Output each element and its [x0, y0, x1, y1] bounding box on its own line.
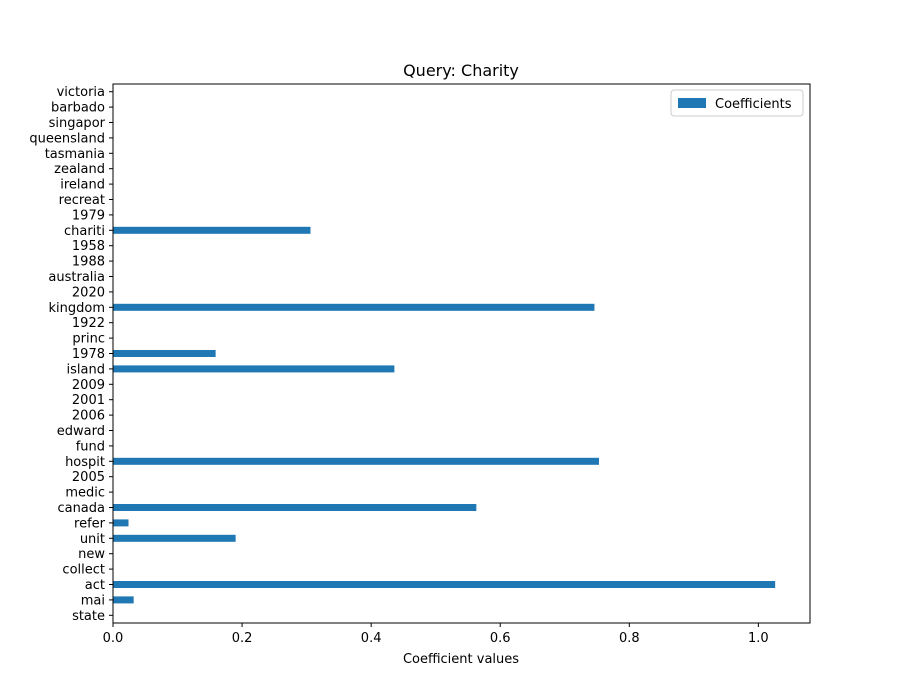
y-tick-label: queensland	[29, 131, 105, 146]
y-tick-label: island	[67, 362, 105, 377]
y-tick-label: refer	[74, 516, 106, 531]
y-tick-label: australia	[48, 270, 105, 285]
y-tick-label: zealand	[54, 162, 105, 177]
x-tick-label: 0.6	[490, 631, 511, 646]
y-tick-label: unit	[80, 532, 105, 547]
y-tick-label: 2005	[72, 470, 105, 485]
y-tick-label: 2020	[72, 285, 105, 300]
legend-box	[670, 89, 804, 117]
y-tick-label: victoria	[57, 85, 105, 100]
x-tick-label: 0.4	[361, 631, 382, 646]
legend-swatch	[678, 98, 706, 108]
y-tick-label: act	[85, 578, 105, 593]
y-tick-label: edward	[57, 424, 105, 439]
y-tick-label: 1978	[72, 347, 105, 362]
y-tick-label: state	[72, 609, 105, 624]
bars-layer	[113, 226, 776, 604]
y-tick-label: chariti	[64, 224, 105, 239]
y-tick-label: medic	[65, 486, 105, 501]
plot-area-frame	[112, 83, 811, 624]
y-tick-label: barbado	[51, 101, 105, 116]
y-tick-label: canada	[57, 501, 105, 516]
y-tick-label: collect	[62, 563, 105, 578]
x-tick-label: 0.2	[232, 631, 253, 646]
bar-canada	[113, 504, 477, 511]
x-tick-label: 1.0	[748, 631, 769, 646]
chart-title: Query: Charity	[403, 61, 519, 80]
y-tick-label: 2001	[72, 393, 105, 408]
bar-act	[113, 581, 776, 588]
bar-refer	[113, 519, 129, 527]
y-tick-label: recreat	[59, 193, 105, 208]
bar-unit	[113, 534, 236, 542]
y-tick-label: princ	[72, 332, 105, 347]
x-tick-label: 0.8	[619, 631, 640, 646]
bar-1978	[113, 350, 216, 357]
y-tick-label: 2009	[72, 378, 105, 393]
y-axis: statemaiactcollectnewunitrefercanadamedi…	[29, 85, 113, 624]
bar-mai	[113, 596, 134, 604]
legend-label: Coefficients	[715, 97, 792, 112]
y-tick-label: ireland	[60, 178, 105, 193]
y-tick-label: fund	[76, 439, 105, 454]
y-tick-label: mai	[81, 593, 105, 608]
y-tick-label: 1979	[72, 208, 105, 223]
bar-kingdom	[113, 303, 595, 311]
y-tick-label: 1958	[72, 239, 105, 254]
bar-hospit	[113, 457, 599, 465]
bar-chariti	[113, 226, 311, 234]
x-tick-label: 0.0	[103, 631, 124, 646]
y-tick-label: kingdom	[48, 301, 105, 316]
y-tick-label: hospit	[65, 455, 105, 470]
y-tick-label: tasmania	[45, 147, 105, 162]
y-tick-label: 1988	[72, 255, 105, 270]
legend: Coefficients	[670, 89, 804, 117]
y-tick-label: 1922	[72, 316, 105, 331]
y-tick-label: 2006	[72, 409, 105, 424]
bar-island	[113, 365, 395, 373]
x-axis-label: Coefficient values	[403, 652, 519, 667]
x-axis: 0.0 0.2 0.4 0.6 0.8 1.0	[103, 623, 769, 646]
y-tick-label: singapor	[49, 116, 106, 131]
y-tick-label: new	[78, 547, 105, 562]
